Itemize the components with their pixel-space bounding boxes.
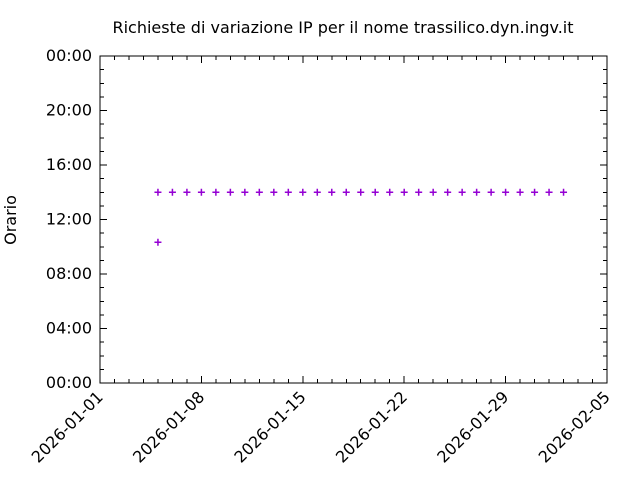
data-point-plus xyxy=(502,188,510,196)
data-point-plus xyxy=(531,188,539,196)
data-point-plus xyxy=(212,188,220,196)
data-point-plus xyxy=(241,188,249,196)
x-tick-label: 2026-01-01 xyxy=(28,387,107,466)
data-point-plus xyxy=(458,188,466,196)
data-point-plus xyxy=(313,188,321,196)
data-point-plus xyxy=(487,188,495,196)
y-tick-label: 00:00 xyxy=(46,373,92,392)
x-tick-label: 2026-01-29 xyxy=(433,387,512,466)
data-point-plus xyxy=(197,188,205,196)
data-point-plus xyxy=(415,188,423,196)
y-tick-label: 04:00 xyxy=(46,319,92,338)
data-point-plus xyxy=(357,188,365,196)
data-point-plus xyxy=(270,188,278,196)
data-point-plus xyxy=(444,188,452,196)
data-points xyxy=(154,188,568,246)
x-tick-label: 2026-02-05 xyxy=(535,387,614,466)
x-tick-label: 2026-01-15 xyxy=(230,387,309,466)
chart-title: Richieste di variazione IP per il nome t… xyxy=(112,18,573,37)
axis-ticks xyxy=(99,55,608,384)
y-tick-label: 20:00 xyxy=(46,101,92,120)
data-point-plus xyxy=(342,188,350,196)
data-point-plus xyxy=(154,188,162,196)
x-tick-label: 2026-01-08 xyxy=(129,387,208,466)
y-axis-label: Orario xyxy=(1,195,20,245)
y-axis-tick-labels: 00:00 20:00 16:00 12:00 08:00 04:00 00:00 xyxy=(46,46,92,392)
data-point-plus xyxy=(168,188,176,196)
y-tick-label: 12:00 xyxy=(46,210,92,229)
y-tick-label: 16:00 xyxy=(46,155,92,174)
data-point-plus xyxy=(429,188,437,196)
data-point-plus xyxy=(516,188,524,196)
y-tick-label: 08:00 xyxy=(46,264,92,283)
data-point-plus xyxy=(183,188,191,196)
data-point-plus xyxy=(255,188,263,196)
data-point-plus xyxy=(226,188,234,196)
data-point-plus xyxy=(386,188,394,196)
data-point-plus xyxy=(400,188,408,196)
data-point-plus xyxy=(371,188,379,196)
data-point-plus xyxy=(473,188,481,196)
data-point-plus xyxy=(154,238,162,246)
data-point-plus xyxy=(560,188,568,196)
y-tick-label: 00:00 xyxy=(46,46,92,65)
plot-border xyxy=(99,55,608,384)
data-point-plus xyxy=(299,188,307,196)
x-tick-label: 2026-01-22 xyxy=(332,387,411,466)
x-axis-tick-labels: 2026-01-01 2026-01-08 2026-01-15 2026-01-22… xyxy=(28,387,614,466)
data-point-plus xyxy=(328,188,336,196)
data-point-plus xyxy=(284,188,292,196)
data-point-plus xyxy=(545,188,553,196)
